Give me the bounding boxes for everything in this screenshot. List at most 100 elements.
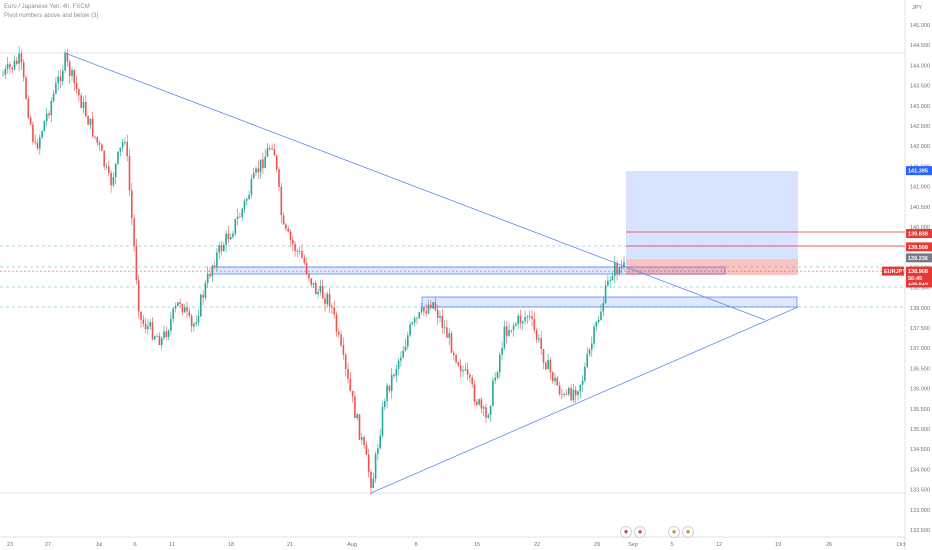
ascending-trendline xyxy=(370,306,799,494)
candle-body xyxy=(361,437,363,440)
candle-body xyxy=(476,401,478,405)
candle-body xyxy=(395,368,398,376)
event-icon-red[interactable]: ◉ xyxy=(620,526,632,538)
candle-body xyxy=(234,219,237,234)
price-tick: 137.500 xyxy=(910,326,930,332)
price-tick: 137.000 xyxy=(910,346,930,352)
candle-body xyxy=(36,142,39,149)
event-icon-gold[interactable]: ◉ xyxy=(668,526,680,538)
price-tick: 133.500 xyxy=(910,488,930,494)
candle-body xyxy=(273,148,276,156)
candle-body xyxy=(588,349,591,355)
candle-body xyxy=(342,345,345,355)
candle-body xyxy=(2,74,4,76)
time-label: 19 xyxy=(775,542,781,548)
candle-body xyxy=(453,352,455,355)
candle-body xyxy=(333,307,335,315)
candle-body xyxy=(344,354,347,369)
candle-body xyxy=(193,323,195,327)
candle-body xyxy=(365,445,368,455)
current-price-label: 138.908 xyxy=(908,269,928,275)
candle-body xyxy=(108,166,110,173)
candle-body xyxy=(549,359,552,373)
candle-body xyxy=(377,448,379,455)
price-tick: 143.000 xyxy=(910,104,930,110)
time-label: 12 xyxy=(716,542,722,548)
candle-body xyxy=(259,159,262,173)
price-tick: 136.000 xyxy=(910,387,930,393)
candle-body xyxy=(448,333,450,338)
candle-body xyxy=(436,310,439,318)
candle-body xyxy=(620,267,623,269)
candle-body xyxy=(459,365,462,372)
candle-body xyxy=(370,471,372,488)
candle-body xyxy=(372,478,375,488)
candle-body xyxy=(441,316,444,328)
candle-body xyxy=(524,316,526,322)
candle-body xyxy=(404,346,407,351)
candle-body xyxy=(264,156,266,169)
candle-body xyxy=(604,285,607,304)
event-icon-red[interactable]: ◉ xyxy=(634,526,646,538)
candle-body xyxy=(480,399,483,409)
candle-body xyxy=(301,251,303,258)
candle-body xyxy=(252,172,255,179)
candle-body xyxy=(48,113,50,116)
candle-body xyxy=(91,118,94,137)
candle-body xyxy=(565,394,568,396)
candle-body xyxy=(623,262,625,268)
candle-body xyxy=(188,311,191,316)
candle-body xyxy=(358,414,361,440)
candle-body xyxy=(41,131,43,138)
time-label: 11 xyxy=(169,542,175,548)
price-tick: 138.500 xyxy=(910,286,930,292)
candle-body xyxy=(326,293,329,305)
candle-body xyxy=(473,384,476,402)
candle-body xyxy=(190,315,193,327)
candle-body xyxy=(262,159,264,169)
candle-body xyxy=(289,231,292,240)
indicator-label[interactable]: Pivot numbers above and below (3) xyxy=(4,13,99,19)
candle-body xyxy=(556,377,559,386)
candle-body xyxy=(298,251,301,252)
candle-body xyxy=(248,194,250,200)
time-label: 5 xyxy=(670,542,673,548)
candle-body xyxy=(485,407,487,418)
candle-body xyxy=(420,307,423,313)
candle-body xyxy=(616,263,618,275)
chart-legend: Euro / Japanese Yen, 4h, FXCM Pivot numb… xyxy=(4,3,98,21)
symbol-title[interactable]: Euro / Japanese Yen, 4h, FXCM xyxy=(4,4,90,10)
candle-body xyxy=(209,273,211,277)
candle-body xyxy=(471,377,473,385)
candle-body xyxy=(282,215,285,225)
candle-body xyxy=(402,350,404,358)
candle-body xyxy=(73,70,76,83)
candle-body xyxy=(227,233,230,240)
price-tag xyxy=(906,229,932,239)
candle-body xyxy=(181,304,184,313)
candle-body xyxy=(177,302,179,307)
candle-body xyxy=(581,380,584,385)
candle-body xyxy=(542,349,545,363)
price-tag xyxy=(906,242,932,252)
candle-body xyxy=(75,82,78,90)
candle-body xyxy=(411,322,414,325)
timeline-events: ◉ ◉ ◉ ◉ xyxy=(620,526,694,538)
candle-body xyxy=(223,244,225,252)
price-tick: 134.000 xyxy=(910,467,930,473)
candle-body xyxy=(505,326,508,336)
candle-body xyxy=(340,334,342,346)
candle-body xyxy=(508,330,510,336)
candle-body xyxy=(186,307,188,312)
candle-body xyxy=(34,141,36,143)
descending-trendline xyxy=(64,52,766,321)
target-area xyxy=(626,171,798,259)
candle-body xyxy=(269,147,271,149)
candle-body xyxy=(457,362,460,366)
candle-body xyxy=(144,323,147,330)
event-icon-gold[interactable]: ◉ xyxy=(682,526,694,538)
candle-body xyxy=(432,302,434,309)
candle-body xyxy=(519,315,522,324)
candle-body xyxy=(305,263,308,274)
